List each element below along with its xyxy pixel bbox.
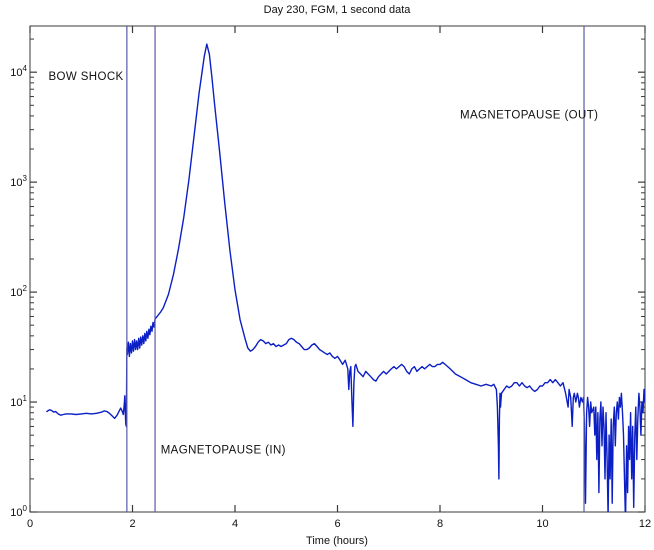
events-layer: BOW SHOCK MAGNETOPAUSE (IN) MAGNETOPAUSE (… [48, 26, 598, 512]
magnetopause-out-label: MAGNETOPAUSE (OUT) [460, 109, 598, 121]
x-tick-label: 2 [129, 518, 135, 530]
y-tick-label: 103 [10, 174, 27, 189]
data-curve [46, 43, 645, 512]
x-tick-label: 10 [536, 518, 548, 530]
x-tick-label: 6 [334, 518, 340, 530]
x-tick-label: 0 [27, 518, 33, 530]
y-tick-label: 104 [10, 64, 27, 79]
y-tick-label: 101 [10, 394, 27, 409]
x-tick-label: 4 [232, 518, 238, 530]
chart-title: Day 230, FGM, 1 second data [264, 4, 412, 16]
plot-border [29, 25, 646, 513]
x-axis-label: Time (hours) [306, 535, 368, 547]
y-tick-label: 100 [10, 504, 27, 519]
x-tick-label: 8 [437, 518, 443, 530]
axes-layer: 0 2 4 6 8 10 12 100 101 102 103 104 [10, 25, 651, 530]
magnetopause-in-label: MAGNETOPAUSE (IN) [161, 445, 286, 457]
data-layer [46, 43, 645, 512]
bow-shock-label: BOW SHOCK [48, 71, 123, 83]
y-tick-label: 102 [10, 284, 27, 299]
x-tick-label: 12 [639, 518, 651, 530]
